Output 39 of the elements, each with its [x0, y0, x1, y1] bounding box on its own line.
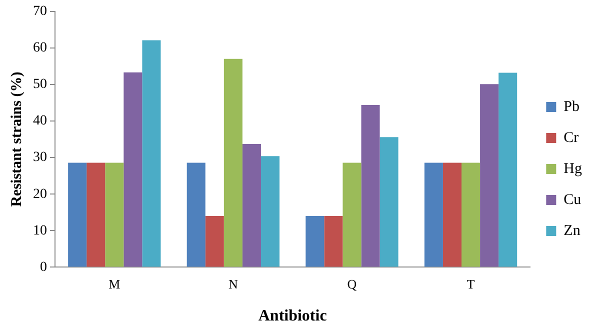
legend-label: Hg — [564, 160, 582, 177]
bar — [342, 162, 362, 267]
y-tick-label: 10 — [33, 223, 47, 238]
bar — [424, 162, 443, 267]
y-tick-label: 30 — [33, 150, 47, 166]
bar — [86, 162, 106, 267]
bar — [498, 72, 518, 267]
bar — [186, 162, 206, 267]
y-tick-label: 40 — [33, 114, 47, 129]
x-tick-label: M — [108, 276, 121, 292]
legend-label: Pb — [564, 98, 580, 115]
y-tick-label: 20 — [33, 186, 47, 202]
bar — [306, 216, 324, 267]
bar — [68, 162, 87, 267]
y-tick-label: 0 — [40, 260, 47, 275]
legend-label: Zn — [564, 222, 581, 239]
bar — [480, 84, 499, 267]
bar — [462, 162, 480, 267]
bar — [224, 58, 242, 267]
x-tick-label: Q — [347, 276, 358, 292]
legend-label: Cr — [564, 130, 579, 146]
bar — [260, 156, 280, 267]
y-axis-title: Resistant strains (%) — [8, 72, 25, 207]
x-tick-label: N — [228, 276, 238, 292]
bar — [205, 216, 224, 267]
y-tick-label: 50 — [33, 77, 47, 92]
bar — [142, 40, 161, 267]
bar — [361, 104, 380, 267]
bar — [242, 144, 261, 267]
y-tick-label: 60 — [33, 40, 47, 56]
legend-label: Cu — [564, 192, 582, 208]
x-axis-title: Antibiotic — [258, 308, 327, 325]
x-tick-label: T — [466, 276, 475, 292]
y-tick-label: 70 — [33, 4, 47, 20]
bar — [380, 137, 398, 267]
bar — [105, 162, 124, 267]
bar — [442, 162, 462, 267]
bar — [324, 216, 343, 267]
bar — [124, 72, 142, 267]
